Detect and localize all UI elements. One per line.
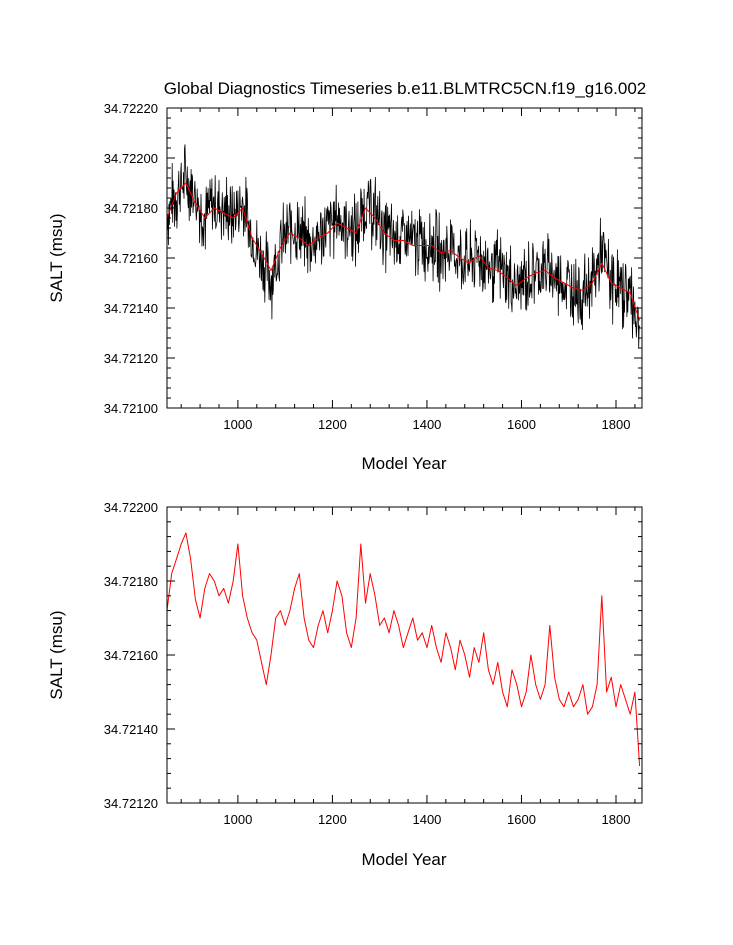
top-chart-x-tick-label: 1000	[223, 417, 252, 432]
top-chart-x-tick-label: 1400	[412, 417, 441, 432]
top-chart-y-tick-label: 34.72140	[104, 301, 158, 316]
top-chart-y-tick-label: 34.72200	[104, 151, 158, 166]
bottom-chart-y-tick-label: 34.72200	[104, 500, 158, 515]
top-chart-series-line-annual	[167, 144, 640, 349]
top-chart-y-tick-label: 34.72120	[104, 351, 158, 366]
bottom-chart-series-line-smoothed	[167, 532, 641, 767]
bottom-chart-x-tick-label: 1600	[507, 812, 536, 827]
top-chart-y-tick-label: 34.72180	[104, 201, 158, 216]
bottom-chart-y-tick-label: 34.72160	[104, 648, 158, 663]
top-chart-series-group	[167, 144, 641, 349]
top-chart-frame	[166, 107, 643, 409]
top-chart-y-axis-label: SALT (msu)	[47, 213, 66, 302]
bottom-chart-x-tick-label: 1000	[223, 812, 252, 827]
top-chart-plot-area	[166, 107, 643, 409]
bottom-chart-y-axis: 34.72120 34.72140 34.72160 34.72180 34.72200	[104, 500, 642, 811]
bottom-chart-x-tick-label: 1200	[318, 812, 347, 827]
top-chart-x-tick-label: 1600	[507, 417, 536, 432]
bottom-chart-series-group	[167, 532, 641, 767]
top-chart-series-line-smoothed	[167, 182, 641, 321]
top-chart-x-axis-label: Model Year	[361, 454, 446, 473]
top-chart-y-tick-label: 34.72160	[104, 251, 158, 266]
bottom-chart-y-axis-label: SALT (msu)	[47, 610, 66, 699]
top-chart-y-axis: 34.72100 34.72120 34.72140 34.72160 34.72180…	[104, 101, 642, 416]
top-chart-x-tick-label: 1800	[602, 417, 631, 432]
bottom-chart-x-axis: 1000 1200 1400 1600 1800	[180, 507, 636, 827]
bottom-chart-x-tick-label: 1400	[412, 812, 441, 827]
figure-title: Global Diagnostics Timeseries b.e11.BLMT…	[164, 79, 647, 98]
top-chart-x-axis: 1000 1200 1400 1600 1800	[180, 108, 636, 432]
bottom-chart: 1000 1200 1400 1600 1800 34.7212034.7214034.…	[47, 500, 643, 869]
bottom-chart-y-tick-label: 34.72120	[104, 796, 158, 811]
bottom-chart-plot-area	[166, 506, 643, 804]
bottom-chart-x-tick-label: 1800	[602, 812, 631, 827]
top-chart: 1000 1200 1400 1600 1800 34.7210034.7212034.…	[47, 101, 643, 473]
top-chart-x-tick-label: 1200	[318, 417, 347, 432]
top-chart-y-tick-label: 34.72100	[104, 401, 158, 416]
top-chart-y-tick-label: 34.72220	[104, 101, 158, 116]
bottom-chart-y-tick-label: 34.72140	[104, 722, 158, 737]
bottom-chart-y-tick-label: 34.72180	[104, 574, 158, 589]
bottom-chart-x-axis-label: Model Year	[361, 850, 446, 869]
